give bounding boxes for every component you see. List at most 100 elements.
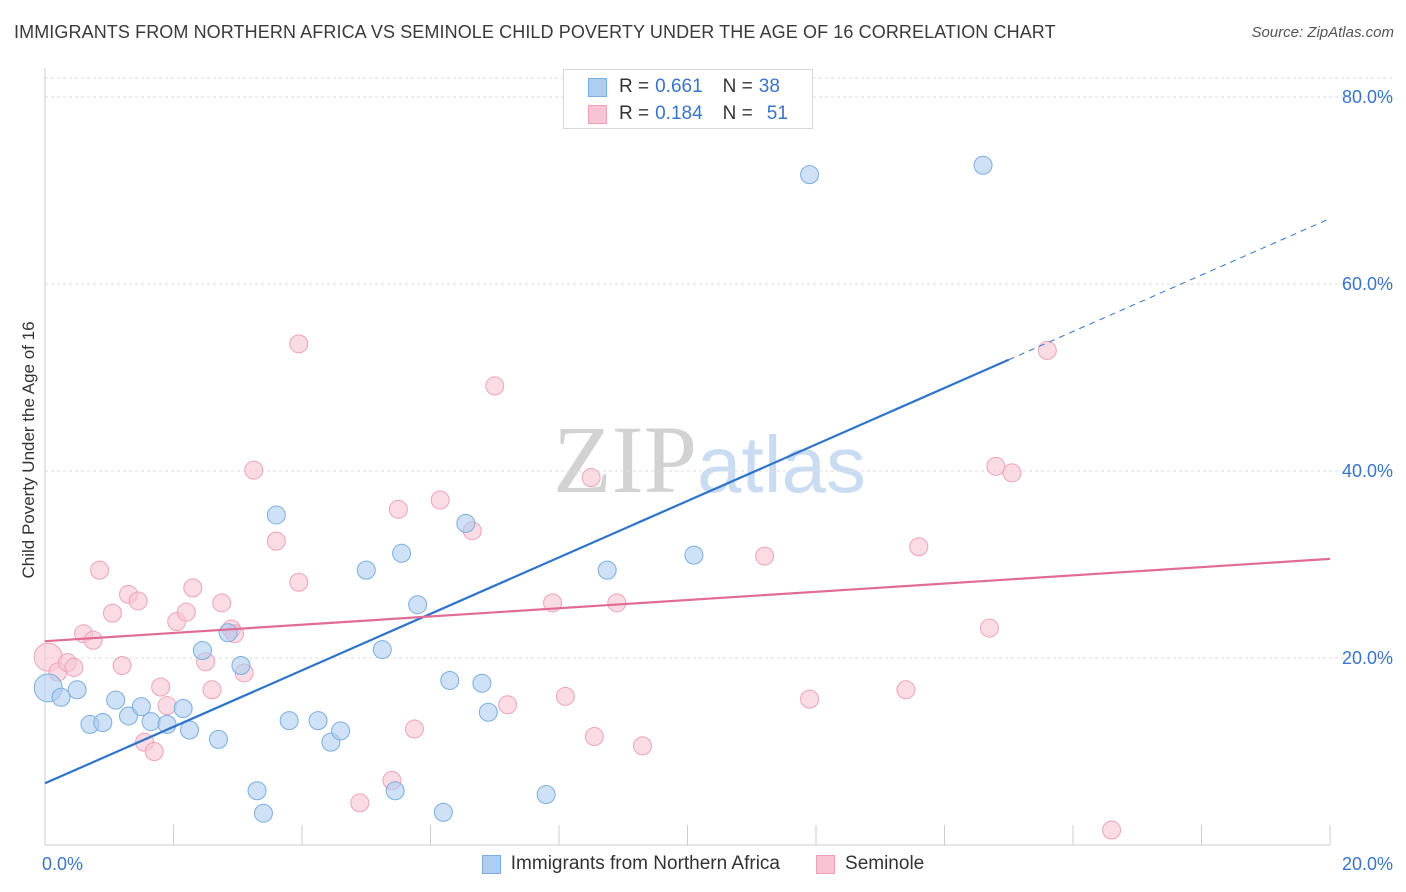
point-seminole (430, 490, 450, 510)
point-seminole (909, 537, 929, 557)
legend-r-value: 0.184 (655, 103, 703, 124)
legend-swatch-blue (481, 854, 501, 874)
legend-item-seminole: Seminole (816, 853, 924, 875)
point-immigrants (208, 729, 228, 749)
point-seminole (1002, 463, 1022, 483)
point-immigrants (472, 673, 492, 693)
point-seminole (485, 376, 505, 396)
point-immigrants (536, 785, 556, 805)
point-immigrants (67, 680, 87, 700)
point-seminole (128, 591, 148, 611)
point-immigrants (392, 543, 412, 563)
y-axis-label-wrap: Child Poverty Under the Age of 16 (14, 270, 44, 630)
point-seminole (144, 742, 164, 761)
legend-n-value: 38 (758, 76, 780, 97)
point-immigrants (192, 641, 212, 661)
point-immigrants (180, 720, 200, 740)
point-seminole (102, 603, 122, 623)
trend-line-immigrants-extension (1008, 218, 1331, 361)
point-immigrants (973, 155, 993, 175)
point-seminole (289, 572, 309, 592)
y-tick-label: 80.0% (1342, 87, 1393, 107)
point-seminole (607, 593, 627, 613)
point-immigrants (456, 513, 476, 533)
legend-row-seminole: R = 0.184 N = 51 (588, 102, 788, 126)
point-seminole (350, 793, 370, 813)
point-immigrants (173, 698, 193, 718)
point-immigrants (247, 781, 267, 801)
point-seminole (157, 696, 177, 716)
point-immigrants (106, 690, 126, 710)
legend-r-label: R = (619, 103, 650, 124)
legend-r-label: R = (619, 76, 650, 97)
point-seminole (151, 677, 171, 697)
legend-swatch-pink (588, 104, 607, 124)
legend-item-label: Immigrants from Northern Africa (510, 853, 781, 874)
point-seminole (986, 456, 1006, 476)
point-immigrants (372, 640, 392, 660)
legend-n-label: N = (722, 76, 753, 97)
point-immigrants (433, 802, 453, 822)
point-immigrants (356, 560, 376, 580)
point-seminole (212, 593, 232, 613)
point-seminole (800, 689, 820, 709)
point-seminole (1102, 820, 1122, 840)
series-legend: Immigrants from Northern Africa Seminole (0, 851, 1406, 877)
point-immigrants (93, 713, 113, 733)
point-immigrants (266, 505, 286, 525)
point-immigrants (231, 655, 251, 675)
point-immigrants (119, 706, 139, 726)
point-seminole (244, 460, 264, 480)
point-immigrants (597, 560, 617, 580)
point-immigrants (253, 803, 273, 823)
y-tick-label: 40.0% (1342, 461, 1393, 481)
correlation-legend: R = 0.661 N = 38 R = 0.184 N = 51 (563, 69, 813, 129)
point-seminole (979, 618, 999, 638)
y-axis-label: Child Poverty Under the Age of 16 (19, 321, 38, 579)
point-immigrants (800, 165, 820, 185)
point-immigrants (385, 781, 405, 801)
point-immigrants (440, 670, 460, 690)
legend-swatch-blue (588, 77, 607, 97)
legend-n-label: N = (722, 103, 753, 124)
x-tick-label: 0.0% (42, 854, 83, 874)
point-seminole (388, 499, 408, 519)
point-seminole (64, 657, 84, 677)
point-seminole (896, 680, 916, 700)
point-seminole (202, 680, 222, 700)
point-seminole (183, 578, 203, 598)
point-seminole (83, 630, 103, 650)
point-seminole (112, 655, 132, 675)
point-immigrants (141, 712, 161, 732)
point-immigrants (331, 721, 351, 741)
point-seminole (498, 695, 518, 715)
point-seminole (584, 727, 604, 747)
point-immigrants (131, 697, 151, 717)
point-immigrants (308, 711, 328, 731)
legend-n-value: 51 (766, 103, 788, 124)
point-seminole (581, 468, 601, 488)
point-immigrants (51, 687, 71, 707)
point-seminole (266, 531, 286, 551)
point-seminole (633, 736, 653, 756)
point-seminole (90, 560, 110, 580)
legend-row-immigrants: R = 0.661 N = 38 (588, 75, 780, 99)
point-seminole (289, 334, 309, 354)
point-seminole (755, 546, 775, 566)
trend-line-seminole (44, 557, 1331, 643)
point-immigrants (684, 545, 704, 565)
legend-item-immigrants: Immigrants from Northern Africa (481, 853, 781, 875)
point-seminole (176, 602, 196, 622)
legend-r-value: 0.661 (655, 76, 703, 97)
legend-swatch-pink (816, 854, 836, 874)
point-immigrants (157, 714, 177, 734)
y-tick-label: 20.0% (1342, 648, 1393, 668)
point-immigrants (218, 623, 238, 643)
point-immigrants (279, 711, 299, 731)
legend-item-label: Seminole (845, 853, 925, 874)
x-tick-label: 20.0% (1342, 854, 1393, 874)
source-label: Source: ZipAtlas.com (1251, 24, 1394, 41)
y-tick-label: 60.0% (1342, 274, 1393, 294)
point-immigrants (408, 595, 428, 615)
